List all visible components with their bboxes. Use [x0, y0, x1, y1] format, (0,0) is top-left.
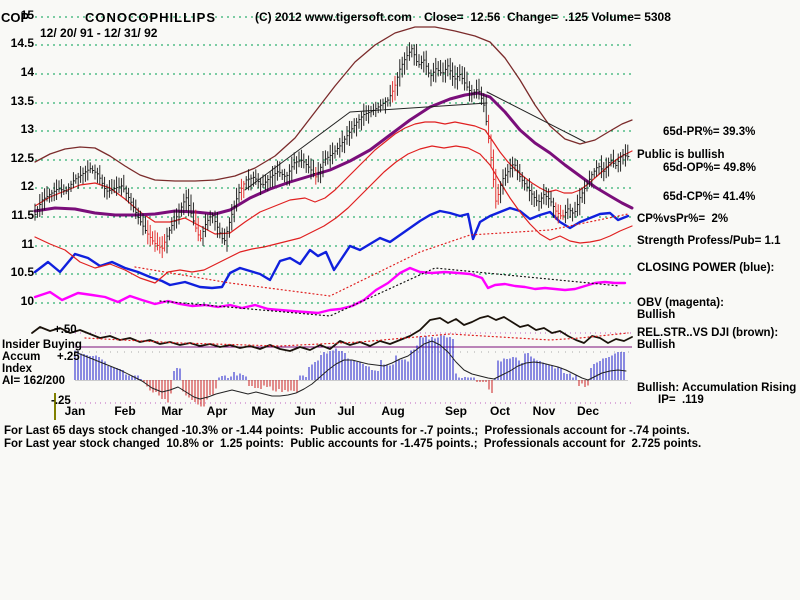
- date-range: 12/ 20/ 91 - 12/ 31/ 92: [40, 26, 158, 40]
- accum-scale-label: -.25: [51, 395, 71, 407]
- closing-power-line: [33, 206, 630, 290]
- annotation-text: IP= .119: [658, 394, 704, 406]
- y-axis-tick-label: 10.5: [10, 265, 34, 279]
- trendline-falling: [486, 91, 586, 143]
- x-axis-month-label: Jan: [64, 404, 86, 418]
- y-axis-tick-label: 11: [21, 237, 34, 251]
- annotation-text: 65d-OP%= 49.8%: [663, 162, 757, 174]
- accum-average-line: [74, 340, 627, 400]
- moving-average-line: [33, 91, 634, 217]
- x-axis-month-label: Nov: [532, 404, 556, 418]
- x-axis-month-label: Jun: [294, 404, 316, 418]
- copyright-text: (C) 2012 www.tigersoft.com: [255, 10, 412, 24]
- inner-band-upper: [34, 121, 633, 235]
- x-axis-month-label: Oct: [489, 404, 511, 418]
- x-axis-month-label: Jul: [337, 404, 355, 418]
- annotation-text: 65d-CP%= 41.4%: [663, 191, 756, 203]
- upper-resistance-band: [34, 26, 633, 182]
- footer-line-2: For Last year stock changed 10.8% or 1.2…: [4, 438, 702, 450]
- annotation-text: Strength Profess/Pub= 1.1: [637, 235, 781, 247]
- y-axis-tick-label: 14: [20, 65, 34, 79]
- relative-strength-trend: [84, 332, 629, 347]
- accum-scale-label: Insider Buying: [2, 339, 82, 351]
- x-axis-month-label: Sep: [444, 404, 468, 418]
- annotation-text: CLOSING POWER (blue):: [637, 262, 775, 274]
- y-axis-tick-label: 14.5: [10, 36, 34, 50]
- x-axis-month-label: Mar: [161, 404, 183, 418]
- obv-line: [33, 266, 627, 315]
- accum-scale-label: AI= 162/200: [2, 375, 65, 387]
- y-axis-tick-label: 10: [20, 294, 34, 308]
- price-bar-series: [34, 42, 630, 259]
- accumulation-index-histogram: [74, 335, 625, 407]
- annotation-text: REL.STR..VS DJI (brown):: [637, 327, 779, 339]
- accum-scale-label: +.25: [57, 351, 80, 363]
- relative-strength-line: [31, 315, 633, 352]
- annotation-text: CP%vsPr%= 2%: [637, 213, 729, 225]
- footer-line-1: For Last 65 days stock changed -10.3% or…: [4, 425, 690, 437]
- y-axis-tick-label: 12: [20, 179, 34, 193]
- page-title: CONOCOPHILLIPS: [85, 10, 217, 25]
- x-axis-month-label: Feb: [114, 404, 136, 418]
- accum-panel-gridlines: [54, 332, 632, 420]
- accum-scale-label: +.50: [54, 324, 77, 336]
- y-axis-tick-label: 11.5: [11, 208, 34, 222]
- ticker-symbol: COP: [1, 10, 30, 25]
- annotation-text: Bullish: Accumulation Rising: [637, 382, 797, 394]
- x-axis-month-label: May: [251, 404, 275, 418]
- annotation-text: Bullish: [637, 309, 676, 321]
- accum-scale-label: Index: [2, 363, 33, 375]
- obv-trend: [159, 267, 621, 317]
- x-axis-month-label: Dec: [576, 404, 600, 418]
- y-axis-tick-label: 15: [20, 8, 34, 22]
- x-axis-month-label: Apr: [206, 404, 228, 418]
- y-axis-tick-label: 13: [20, 122, 34, 136]
- annotation-text: Bullish: [637, 339, 676, 351]
- annotation-text: OBV (magenta):: [637, 297, 724, 309]
- quote-summary: Close= 12.56 Change= .125 Volume= 5308: [424, 10, 671, 24]
- y-axis-tick-label: 13.5: [10, 94, 34, 108]
- y-axis-tick-label: 12.5: [10, 151, 34, 165]
- closing-power-trend: [134, 213, 629, 297]
- inner-band-lower: [34, 145, 633, 284]
- annotation-text: 65d-PR%= 39.3%: [663, 126, 756, 138]
- annotation-text: Public is bullish: [637, 149, 725, 161]
- x-axis-month-label: Aug: [381, 404, 405, 418]
- accum-scale-label: Accum: [2, 351, 41, 363]
- price-gridlines: [35, 16, 632, 304]
